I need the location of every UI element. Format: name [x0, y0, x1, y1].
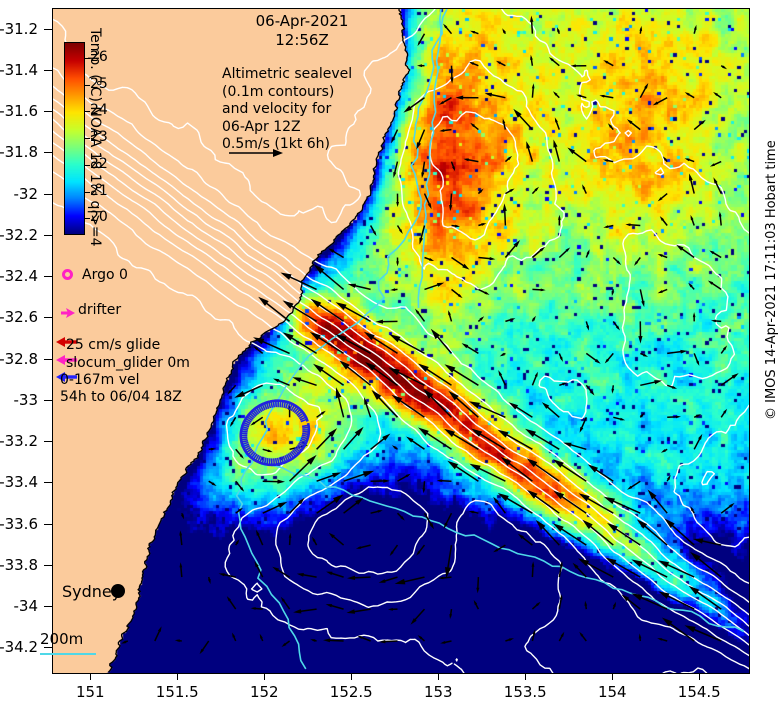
y-axis-tick: [44, 29, 52, 30]
glide-legend-label: 25 cm/s glide: [66, 337, 160, 353]
y-axis-tick: [44, 70, 52, 71]
drifter-icon: [60, 306, 76, 320]
y-axis-label: -33: [0, 391, 38, 409]
y-axis-tick: [44, 359, 52, 360]
y-axis-tick: [44, 235, 52, 236]
sydney-marker-icon: [111, 584, 125, 598]
x-axis-label: 154: [580, 683, 644, 701]
y-axis-label: -33.8: [0, 556, 38, 574]
x-axis-tick: [90, 673, 91, 680]
timespan-legend-label: 54h to 06/04 18Z: [60, 389, 182, 405]
y-axis-tick: [44, 565, 52, 566]
colorbar-label: 21: [90, 183, 108, 199]
velocity-scale-arrow-icon: [227, 146, 287, 160]
header-date: 06-Apr-2021: [256, 12, 349, 30]
y-axis-label: -32.2: [0, 226, 38, 244]
drifter-legend-label: drifter: [78, 302, 121, 318]
y-axis-tick: [44, 482, 52, 483]
y-axis-label: -33.2: [0, 432, 38, 450]
slocum-legend-label: slocum_glider 0m: [66, 355, 190, 371]
x-axis-label: 153.5: [493, 683, 557, 701]
plot-description: Altimetric sealevel (0.1m contours) and …: [222, 66, 352, 154]
colorbar-label: 20: [90, 209, 108, 225]
y-axis-tick: [44, 317, 52, 318]
bathymetry-scale-label: 200m: [40, 630, 83, 648]
x-axis-tick: [525, 673, 526, 680]
y-axis-tick: [44, 400, 52, 401]
y-axis-label: -32.4: [0, 267, 38, 285]
y-axis-label: -33.4: [0, 473, 38, 491]
y-axis-label: -32.6: [0, 308, 38, 326]
y-axis-tick: [44, 152, 52, 153]
y-axis-label: -34.2: [0, 638, 38, 656]
x-axis-tick: [177, 673, 178, 680]
x-axis-label: 154.5: [667, 683, 731, 701]
temperature-colorbar: [64, 42, 85, 235]
y-axis-label: -34: [0, 597, 38, 615]
y-axis-tick: [44, 441, 52, 442]
y-axis-tick: [44, 194, 52, 195]
y-axis-tick: [44, 647, 52, 648]
y-axis-label: -32: [0, 185, 38, 203]
x-axis-label: 151.5: [145, 683, 209, 701]
header-time: 12:56Z: [275, 31, 329, 49]
x-axis-label: 153: [406, 683, 470, 701]
date-time-header: 06-Apr-2021 12:56Z: [222, 12, 382, 50]
y-axis-label: -31.8: [0, 143, 38, 161]
velocity-legend-label: 0-167m vel: [60, 372, 140, 388]
y-axis-label: -31.6: [0, 102, 38, 120]
argo-float-icon: [62, 269, 73, 280]
y-axis-tick: [44, 524, 52, 525]
y-axis-label: -33.6: [0, 515, 38, 533]
x-axis-tick: [438, 673, 439, 680]
y-axis-label: -31.4: [0, 61, 38, 79]
y-axis-tick: [44, 111, 52, 112]
colorbar-label: 25: [90, 76, 108, 92]
colorbar-label: 22: [90, 156, 108, 172]
x-axis-tick: [612, 673, 613, 680]
colorbar-label: 24: [90, 102, 108, 118]
bathymetry-scale-line: [40, 653, 96, 655]
x-axis-label: 151: [58, 683, 122, 701]
y-axis-tick: [44, 606, 52, 607]
x-axis-tick: [351, 673, 352, 680]
colorbar-label: 23: [90, 129, 108, 145]
y-axis-label: -32.8: [0, 350, 38, 368]
y-axis-label: -31.2: [0, 20, 38, 38]
x-axis-label: 152.5: [319, 683, 383, 701]
y-axis-tick: [44, 276, 52, 277]
credit-text: © IMOS 14-Apr-2021 17:11:03 Hobart time: [764, 140, 779, 420]
x-axis-tick: [699, 673, 700, 680]
x-axis-tick: [264, 673, 265, 680]
argo-legend-label: Argo 0: [82, 267, 128, 283]
colorbar-label: 26: [90, 49, 108, 65]
x-axis-label: 152: [232, 683, 296, 701]
slocum-glider-track: [241, 401, 309, 465]
